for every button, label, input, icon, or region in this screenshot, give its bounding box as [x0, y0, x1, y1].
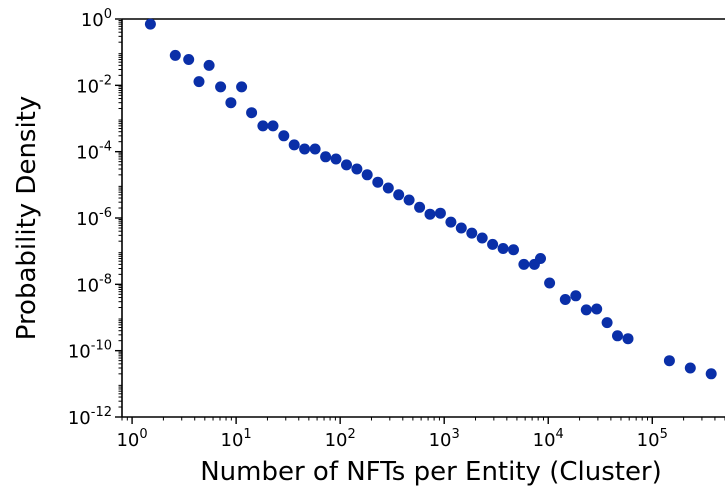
data-point — [466, 227, 478, 239]
data-point — [320, 151, 332, 163]
x-tick-label: 105 — [637, 427, 668, 451]
plot-axes — [121, 18, 725, 418]
data-points — [144, 18, 717, 380]
x-tick-label: 102 — [325, 427, 356, 451]
y-tick-label: 10-12 — [68, 405, 112, 429]
data-point — [424, 208, 436, 220]
y-tick-label: 100 — [81, 7, 112, 31]
data-point — [663, 355, 675, 367]
data-point — [330, 153, 342, 165]
data-point — [215, 81, 227, 93]
data-point — [299, 143, 311, 155]
data-point — [434, 207, 446, 219]
data-point — [414, 201, 426, 213]
data-point — [309, 143, 321, 155]
data-point — [559, 294, 571, 305]
data-point — [508, 244, 519, 256]
data-point — [372, 176, 384, 188]
data-point — [382, 182, 394, 194]
data-point — [612, 330, 623, 342]
data-point — [487, 238, 499, 250]
y-tick-label: 10-10 — [68, 339, 112, 363]
axis-ticks: 100 101 102 103 104 105 100 10-2 10-4 10-6 10-8 10-… — [68, 7, 725, 451]
x-tick-label: 104 — [533, 427, 564, 451]
data-point — [518, 258, 530, 270]
data-point — [580, 304, 592, 316]
data-point — [236, 81, 248, 93]
data-point — [351, 163, 363, 175]
data-point — [476, 232, 488, 244]
y-tick-label: 10-2 — [76, 73, 112, 97]
data-point — [622, 333, 634, 345]
data-point — [591, 303, 603, 315]
x-tick-label: 100 — [116, 427, 147, 451]
data-point — [169, 49, 181, 61]
data-point — [684, 362, 696, 374]
data-point — [445, 216, 457, 228]
data-point — [203, 59, 215, 71]
y-tick-label: 10-4 — [76, 140, 112, 164]
data-point — [393, 189, 405, 201]
data-point — [278, 130, 290, 142]
x-tick-label: 103 — [429, 427, 460, 451]
data-point — [570, 290, 582, 302]
data-point — [341, 159, 352, 171]
data-point — [361, 169, 373, 181]
x-axis-label: Number of NFTs per Entity (Cluster) — [200, 457, 662, 487]
data-point — [544, 277, 556, 289]
data-point — [535, 253, 546, 264]
data-point — [246, 107, 258, 119]
y-tick-label: 10-8 — [76, 272, 112, 296]
data-point — [455, 222, 467, 234]
x-tick-label: 101 — [221, 427, 252, 451]
data-point — [403, 194, 415, 206]
data-point — [497, 243, 509, 254]
y-tick-label: 10-6 — [76, 206, 112, 230]
data-point — [705, 368, 717, 380]
data-point — [601, 317, 613, 329]
data-point — [193, 76, 205, 88]
data-point — [183, 54, 195, 65]
data-point — [267, 120, 279, 132]
y-axis-label: Probability Density — [12, 96, 42, 341]
data-point — [288, 139, 300, 151]
data-point — [257, 120, 269, 132]
data-point — [225, 97, 237, 109]
data-point — [144, 18, 156, 30]
